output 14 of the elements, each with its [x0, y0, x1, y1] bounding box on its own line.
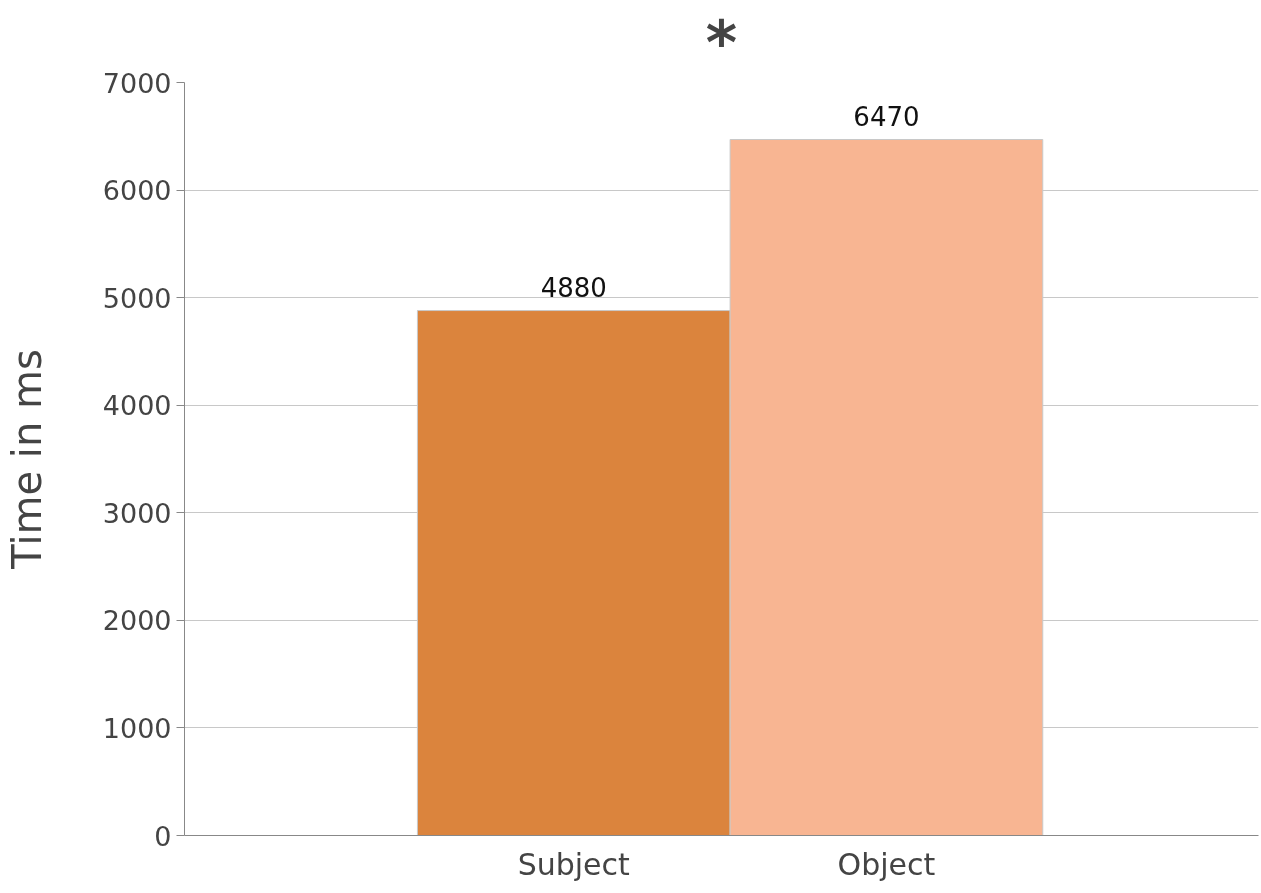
y-tick-label: 2000 [102, 605, 172, 637]
x-tick-label: Subject [517, 846, 631, 882]
y-tick-label: 6000 [102, 175, 172, 207]
text: * [705, 7, 738, 78]
y-tick-label: 7000 [102, 67, 172, 99]
y-axis-title: Time in ms [3, 349, 50, 570]
y-tick-label: 3000 [102, 497, 172, 529]
data-label: 4880 [540, 272, 607, 303]
x-tick-label: Object [837, 846, 936, 882]
y-tick-label: 4000 [102, 390, 172, 422]
data-label: 6470 [853, 101, 920, 132]
y-tick-label: 5000 [102, 282, 172, 314]
y-tick-label: 1000 [102, 712, 172, 744]
y-tick-label: 0 [154, 820, 172, 852]
